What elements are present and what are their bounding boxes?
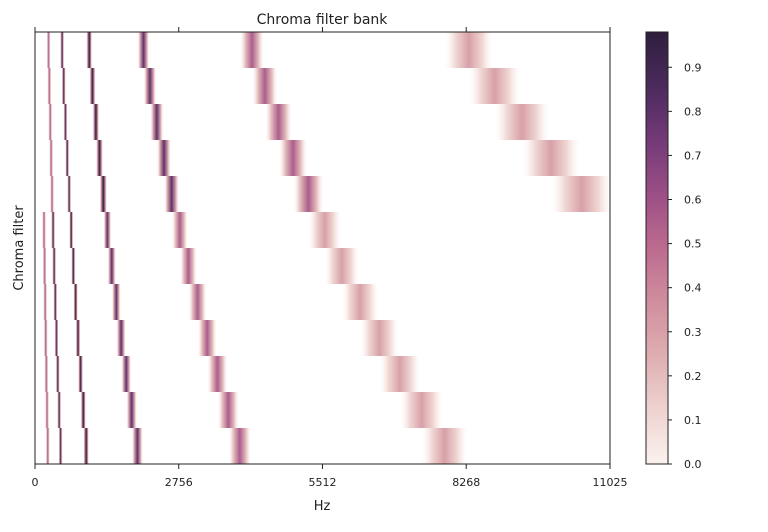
filter-cell-row-7-octave-5 [342,284,378,320]
colorbar-tick-label-1: 0.1 [684,414,702,427]
filter-cell-row-8-octave-3 [116,320,126,356]
filter-cell-row-6-octave-2 [71,248,76,284]
colorbar-tick-label-4: 0.4 [684,282,702,295]
colorbar-tick-label-3: 0.3 [684,326,702,339]
filter-cell-row-2-octave-3 [150,104,164,140]
filter-cell-row-8-octave-5 [360,320,399,356]
filter-cell-row-5-octave-4 [171,212,188,248]
x-tick-label-2: 5512 [308,476,336,489]
filter-cell-row-0-octave-2 [86,32,93,68]
x-tick-label-4: 11025 [593,476,628,489]
colorbar: 0.0 0.1 0.2 0.3 0.4 0.5 0.6 0.7 0.8 0.9 [645,31,702,471]
filter-cell-row-11-octave-4 [228,428,252,464]
colorbar-tick-label-8: 0.8 [684,105,702,118]
filter-cell-row-9-octave-0 [44,356,49,392]
filter-cell-row-6-octave-4 [179,248,197,284]
filter-cell-row-11-octave-5 [422,428,468,464]
filter-cell-row-8-octave-2 [75,320,81,356]
filter-cell-row-8-octave-4 [197,320,217,356]
x-tick-label-0: 0 [32,476,39,489]
colorbar-tick-label-7: 0.7 [684,149,702,162]
filter-cell-row-2-octave-4 [265,104,292,140]
colorbar-tick-label-2: 0.2 [684,370,702,383]
filter-cell-row-8-octave-1 [54,320,59,356]
filter-cell-row-6-octave-3 [107,248,116,284]
filter-cell-row-5-octave-1 [51,212,56,248]
x-axis-label: Hz [314,499,331,514]
filter-cell-row-4-octave-1 [67,176,72,212]
colorbar-tick-label-6: 0.6 [684,194,702,207]
filter-cell-row-2-octave-0 [48,104,53,140]
chart-title: Chroma filter bank [257,12,389,28]
filter-cell-row-1-octave-3 [143,68,157,104]
filter-cell-row-3-octave-0 [49,140,54,176]
filter-cell-row-5-octave-2 [69,212,74,248]
y-axis-label: Chroma filter [12,205,27,291]
filter-cell-row-1-octave-0 [47,68,52,104]
filter-cell-row-7-octave-1 [53,284,58,320]
x-tick-label-3: 8268 [452,476,480,489]
filter-cell-row-10-octave-5 [400,392,443,428]
filter-cell-row-11-octave-3 [131,428,144,464]
filter-cell-row-9-octave-4 [207,356,228,392]
filter-cell-row-6-octave-5 [324,248,359,284]
filter-cell-row-4-octave-4 [293,176,324,212]
colorbar-tick-label-0: 0.0 [684,458,702,471]
filter-cell-row-0-octave-4 [240,32,264,68]
filter-cell-row-2-octave-5 [495,104,549,140]
filter-cell-row-9-octave-1 [55,356,60,392]
filter-cell-row-11-octave-2 [83,428,89,464]
filter-cell-row-2-octave-1 [63,104,68,140]
filter-cell-row-5-octave-5 [308,212,341,248]
filter-cell-row-11-octave-1 [58,428,63,464]
filter-cell-row-6-octave-0 [42,248,47,284]
filter-cell-row-4-octave-3 [164,176,180,212]
plot-area [42,32,610,464]
x-tick-label-1: 2756 [165,476,193,489]
filter-cell-row-9-octave-3 [121,356,132,392]
filter-cell-row-10-octave-4 [217,392,239,428]
filter-cell-row-4-octave-5 [551,176,610,212]
filter-cell-row-5-octave-0 [42,212,47,248]
filter-cell-row-10-octave-0 [45,392,50,428]
filter-cell-row-10-octave-2 [80,392,86,428]
filter-cell-row-3-octave-1 [65,140,70,176]
filter-cell-row-2-octave-2 [92,104,100,140]
filter-cell-row-1-octave-2 [89,68,96,104]
filter-cell-row-8-octave-0 [43,320,48,356]
filter-cell-row-1-octave-1 [61,68,66,104]
colorbar-tick-label-5: 0.5 [684,238,702,251]
filter-cell-row-1-octave-4 [252,68,278,104]
filter-cell-row-3-octave-4 [278,140,308,176]
filter-cell-row-7-octave-4 [188,284,207,320]
filter-cell-row-0-octave-3 [137,32,150,68]
filter-cell-row-5-octave-3 [103,212,112,248]
filter-cell-row-9-octave-5 [379,356,420,392]
filter-cell-row-4-octave-0 [50,176,55,212]
filter-cell-row-7-octave-2 [73,284,78,320]
filter-cell-row-7-octave-0 [43,284,48,320]
filter-cell-row-6-octave-1 [52,248,57,284]
filter-cell-row-3-octave-5 [522,140,580,176]
filter-cell-row-10-octave-3 [126,392,137,428]
filter-cell-row-0-octave-5 [445,32,493,68]
x-axis: 0 2756 5512 8268 11025 [32,27,628,489]
filter-cell-row-1-octave-5 [469,68,521,104]
colorbar-tick-label-9: 0.9 [684,61,702,74]
filter-cell-row-10-octave-1 [57,392,62,428]
filter-cell-row-11-octave-0 [45,428,50,464]
filter-cell-row-0-octave-0 [46,32,51,68]
filter-cell-row-9-octave-2 [78,356,84,392]
filter-cell-row-7-octave-3 [111,284,121,320]
colorbar-gradient [645,31,669,465]
filter-cell-row-0-octave-1 [60,32,65,68]
filter-cell-row-3-octave-3 [156,140,172,176]
filter-cell-row-4-octave-2 [99,176,108,212]
filter-cell-row-3-octave-2 [95,140,104,176]
